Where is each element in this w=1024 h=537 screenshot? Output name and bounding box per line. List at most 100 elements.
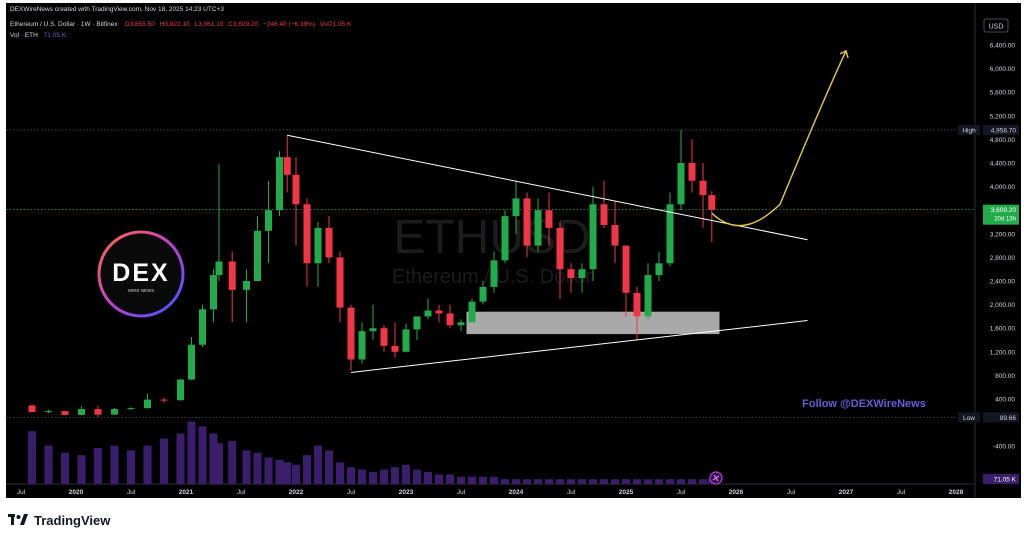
support-zone[interactable]: [466, 311, 720, 335]
volume-bar: [347, 467, 355, 484]
price-tick-label: 4,400.00: [990, 161, 1016, 168]
low-tag: [983, 412, 1019, 423]
volume-bar: [264, 457, 273, 484]
price-tick-label: 1,200.00: [990, 349, 1016, 356]
time-tick-label: 2028: [949, 489, 964, 496]
candle-body: [655, 263, 663, 276]
volume-bar: [325, 450, 333, 484]
volume-bar: [94, 448, 102, 484]
volume-bar: [501, 479, 509, 484]
candle-body: [622, 245, 630, 293]
candle-body: [391, 345, 399, 352]
price-axis[interactable]: USD 6,400.00 6,000.00 5,600.00 5,200.00 4,80…: [958, 18, 1019, 484]
volume-bar: [391, 467, 399, 484]
candle-body: [644, 275, 652, 317]
volume-bar: [589, 479, 597, 484]
high-value: 4,958.70: [991, 128, 1017, 135]
volume-bars: [28, 421, 716, 484]
volume-bar: [479, 476, 487, 484]
volume-bar: [556, 479, 564, 484]
candle-body: [501, 216, 509, 261]
candle-body: [545, 210, 553, 228]
time-axis[interactable]: Jul 2020 Jul 2021 Jul 2022 Jul 2023 Jul 2024 Jul 20…: [17, 489, 964, 496]
candle-body: [228, 261, 236, 290]
projection-curve[interactable]: [711, 50, 847, 227]
ohlc-volume: Vol71.05 K: [320, 21, 352, 28]
volume-bar: [655, 479, 663, 484]
tradingview-footer[interactable]: TradingView: [8, 510, 110, 530]
volume-value: 71.05 K: [994, 477, 1017, 484]
volume-bar: [303, 455, 311, 484]
price-tick-label: 2,800.00: [990, 255, 1016, 262]
candle-body: [611, 224, 619, 246]
candlesticks: [28, 130, 716, 418]
last-price-countdown: 20d 13h: [994, 217, 1016, 223]
time-tick-label: Jul: [897, 489, 906, 496]
candle-body: [61, 411, 69, 415]
volume-bar: [215, 443, 223, 484]
candle-body: [303, 204, 311, 264]
candle-body: [292, 174, 300, 205]
time-tick-label: Jul: [677, 489, 686, 496]
high-label-box: [958, 125, 980, 136]
candle-body: [45, 411, 52, 413]
dex-wire-news-logo: DEX WIRE NEWS: [97, 230, 185, 318]
candle-body: [28, 405, 36, 412]
candle-body: [254, 230, 261, 281]
volume-bar: [666, 479, 674, 484]
candle-body: [94, 409, 102, 415]
descending-trendline[interactable]: [287, 134, 808, 241]
volume-bar: [435, 474, 443, 484]
dex-logo-text: DEX: [112, 259, 169, 287]
price-tick-label: -400.00: [993, 444, 1015, 451]
time-tick-label: 2022: [289, 489, 304, 496]
candle-body: [347, 307, 355, 360]
ohlc-open: O3,855.50: [124, 21, 155, 28]
candle-body: [457, 322, 465, 326]
volume-bar: [534, 479, 542, 484]
candle-body: [336, 257, 344, 308]
volume-bar: [512, 479, 520, 484]
price-tick-label: 3,200.00: [990, 231, 1016, 238]
trendlines: [287, 134, 808, 373]
volume-bar: [228, 440, 237, 484]
price-tick-label: 6,400.00: [990, 43, 1016, 50]
candle-body: [276, 157, 283, 211]
time-tick-label: 2027: [839, 489, 854, 496]
candle-body: [314, 227, 322, 264]
low-label-box: [958, 412, 980, 423]
volume-bar: [77, 455, 86, 484]
currency-badge[interactable]: [983, 18, 1009, 33]
candle-body: [424, 310, 432, 317]
ascending-trendline[interactable]: [350, 320, 808, 373]
candle-body: [160, 399, 168, 401]
volume-bar: [275, 460, 284, 484]
time-tick-label: Jul: [457, 489, 466, 496]
candle-body: [446, 313, 454, 326]
candle-body: [188, 344, 195, 380]
candle-body: [111, 409, 118, 415]
volume-value-tag: [983, 474, 1019, 484]
candle-body: [578, 269, 586, 279]
projection-arrowhead: [839, 49, 849, 59]
candle-body: [199, 309, 206, 345]
tradingview-logo-icon: [8, 514, 28, 525]
high-tag: [983, 125, 1019, 136]
time-tick-label: Jul: [127, 489, 136, 496]
volume-bar: [424, 472, 432, 484]
volume-bar: [283, 462, 292, 484]
volume-bar: [292, 464, 300, 484]
currency-label: USD: [989, 24, 1004, 31]
high-label: High: [962, 128, 976, 135]
volume-legend-label: Vol · ETH: [10, 32, 38, 39]
volume-bar: [358, 469, 366, 484]
support-zone-layer: [466, 311, 720, 335]
volume-bar: [611, 479, 619, 484]
volume-bar: [523, 479, 531, 484]
volume-bar: [699, 479, 707, 484]
alert-icon[interactable]: [709, 471, 723, 485]
candle-body: [479, 286, 487, 302]
volume-bar: [143, 445, 152, 484]
